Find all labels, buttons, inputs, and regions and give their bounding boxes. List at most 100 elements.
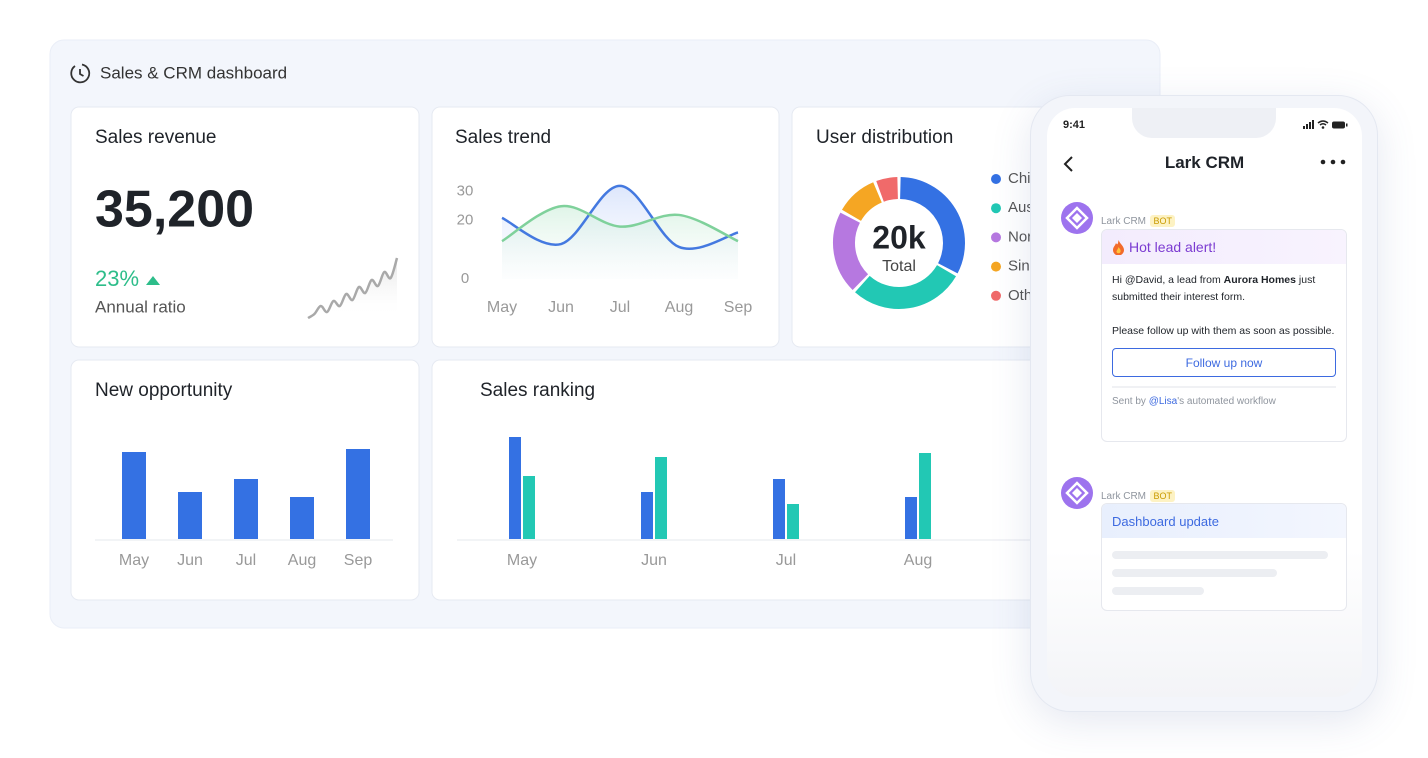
line	[501, 204, 739, 243]
donut-center-value: 20k	[872, 219, 926, 255]
status-time: 9:41	[1063, 119, 1086, 131]
donut-segment	[841, 182, 883, 222]
card-title: Sales revenue	[95, 127, 216, 148]
donut-center-label: Total	[882, 258, 916, 275]
mention-link[interactable]: @Lisa	[1148, 396, 1178, 407]
revenue-change: 23%	[95, 266, 139, 291]
x-tick-label: Aug	[288, 552, 316, 569]
legend-label: Oth	[1008, 287, 1032, 304]
card	[70, 106, 420, 348]
bot-avatar	[1061, 477, 1093, 509]
bot-avatar	[1061, 202, 1093, 234]
x-tick-label: Jul	[236, 552, 256, 569]
follow-up-button[interactable]: Follow up now	[1112, 348, 1336, 377]
skeleton-line	[1112, 569, 1277, 577]
card-title: Sales trend	[455, 127, 551, 148]
more-button[interactable]	[1319, 158, 1349, 166]
bar	[655, 457, 667, 539]
bar	[178, 492, 202, 539]
legend-dot	[991, 203, 1001, 214]
card-title: Dashboard update	[1112, 513, 1219, 529]
message-card: Dashboard update	[1101, 503, 1347, 611]
card-title: Sales ranking	[480, 380, 595, 401]
bar	[787, 504, 799, 539]
x-tick-label: Aug	[665, 299, 693, 316]
card-header: Hot lead alert!	[1102, 230, 1346, 264]
donut-segment	[855, 264, 957, 309]
y-tick-label: 0	[461, 270, 469, 287]
dashboard-title: Sales & CRM dashboard	[100, 63, 287, 82]
body-text: Hi @David, a lead from	[1112, 274, 1224, 286]
legend-label: Sin	[1008, 258, 1030, 275]
dashboard-icon	[70, 63, 91, 84]
skeleton-line	[1112, 551, 1328, 559]
x-tick-label: Jun	[548, 299, 574, 316]
x-tick-label: Jul	[776, 552, 796, 569]
footer-text: Sent by	[1112, 396, 1149, 407]
x-tick-label: Sep	[344, 552, 373, 569]
x-tick-label: May	[119, 552, 149, 569]
message-header: Lark CRM BOT	[1101, 486, 1175, 504]
bot-badge: BOT	[1150, 215, 1175, 227]
legend-dot	[991, 290, 1001, 301]
bar	[523, 476, 535, 539]
flame-icon	[1113, 239, 1124, 255]
x-tick-label: May	[507, 552, 537, 569]
bar	[346, 449, 370, 539]
body-text: just submitted their interest form.	[1112, 274, 1316, 303]
y-tick-label: 20	[457, 212, 474, 229]
card-header: Dashboard update	[1102, 504, 1346, 538]
line-area	[502, 206, 738, 279]
message-header: Lark CRM BOT	[1101, 211, 1175, 229]
phone-title: Lark CRM	[1164, 153, 1245, 172]
sender: Lark CRM	[1101, 216, 1147, 227]
notch	[1132, 108, 1276, 138]
body-bold: Aurora Homes	[1223, 274, 1296, 286]
legend-dot	[991, 261, 1001, 272]
legend-dot	[991, 232, 1001, 243]
message-body: Hi @David, a lead from Aurora Homes just…	[1102, 264, 1346, 340]
donut-segment	[833, 212, 869, 290]
bar	[905, 497, 917, 539]
x-tick-label: Sep	[724, 299, 753, 316]
up-arrow	[146, 276, 160, 285]
x-tick-label: Aug	[904, 552, 932, 569]
bar	[234, 479, 258, 539]
bot-badge: BOT	[1150, 490, 1175, 502]
bar	[773, 479, 785, 539]
card-title: New opportunity	[95, 380, 233, 401]
x-tick-label: May	[487, 299, 517, 316]
body-text: Please follow up with them as soon as po…	[1112, 325, 1335, 337]
card-title: User distribution	[816, 127, 953, 148]
revenue-label: Annual ratio	[95, 297, 186, 316]
card-title: Hot lead alert!	[1129, 239, 1217, 255]
bar	[290, 497, 314, 539]
back-button[interactable]	[1063, 155, 1075, 173]
bar	[122, 452, 146, 539]
legend-label: Nor	[1008, 228, 1032, 245]
x-tick-label: Jun	[641, 552, 667, 569]
message-footer: Sent by @Lisa's automated workflow	[1112, 386, 1336, 407]
sparkline	[307, 257, 399, 320]
donut-segment	[899, 177, 965, 274]
x-tick-label: Jul	[610, 299, 630, 316]
x-tick-label: Jun	[177, 552, 203, 569]
legend-label: Chi	[1008, 170, 1031, 187]
bar	[509, 437, 521, 539]
line	[501, 184, 739, 250]
sparkline-area	[308, 258, 397, 318]
revenue-value: 35,200	[95, 181, 254, 239]
sender: Lark CRM	[1101, 491, 1147, 502]
phone: 9:41 Lark CRM Lark CRM BOT Hot lead aler…	[1030, 95, 1378, 712]
bar	[641, 492, 653, 539]
y-tick-label: 30	[457, 183, 474, 200]
footer-text: 's automated workflow	[1177, 396, 1276, 407]
bar	[919, 453, 931, 539]
message-card: Hot lead alert! Hi @David, a lead from A…	[1101, 229, 1347, 442]
donut-segment	[876, 177, 899, 202]
legend-dot	[991, 174, 1001, 184]
legend-label: Aus	[1008, 199, 1034, 216]
phone-screen: 9:41 Lark CRM Lark CRM BOT Hot lead aler…	[1047, 108, 1362, 697]
skeleton-line	[1112, 587, 1204, 595]
